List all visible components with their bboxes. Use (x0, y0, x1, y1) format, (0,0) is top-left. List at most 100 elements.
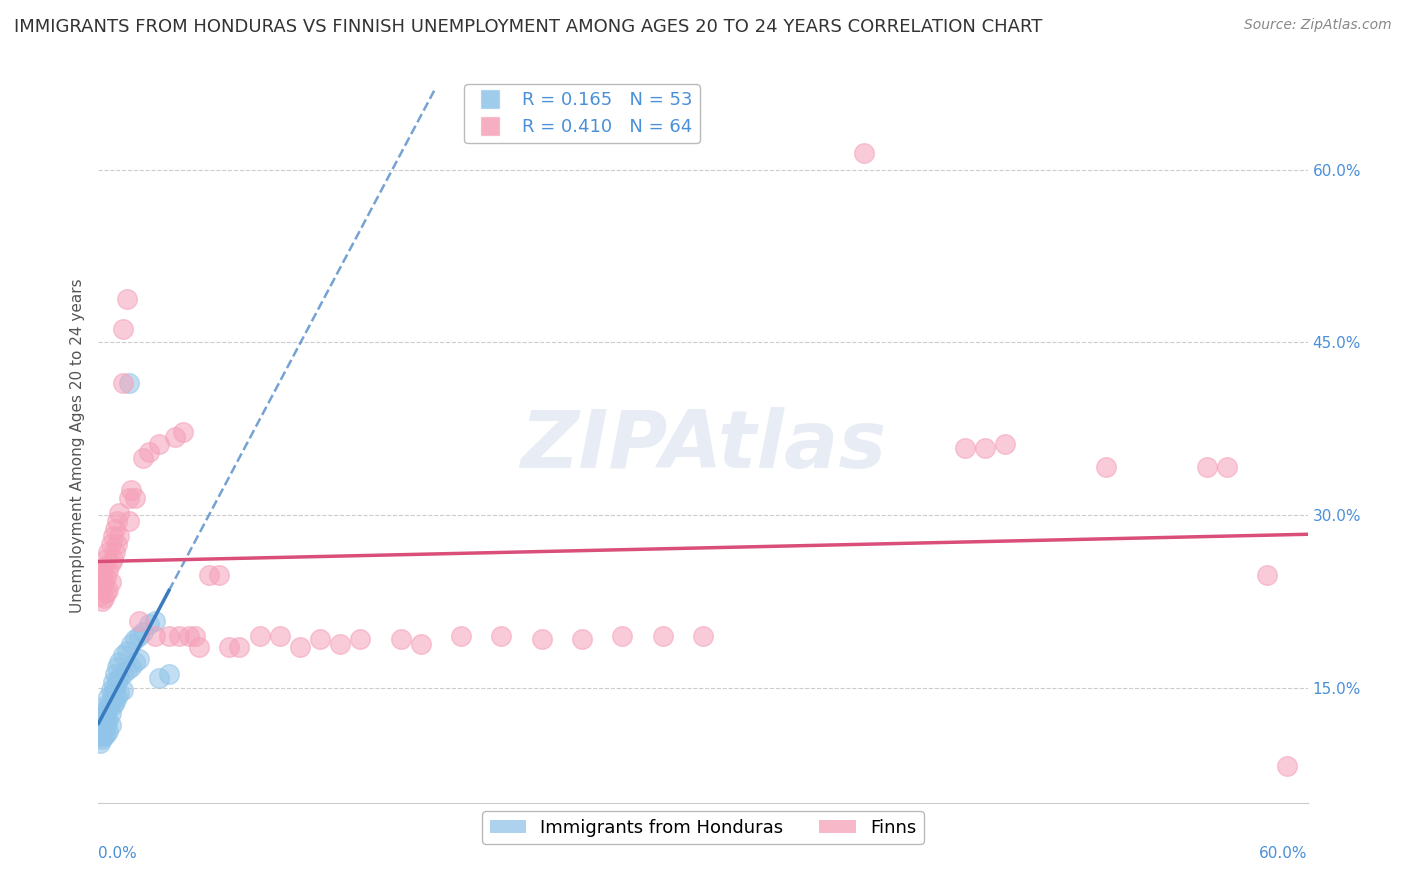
Finns (93, 591, 115, 605)
Immigrants from Honduras (93, 721, 115, 735)
Immigrants from Honduras (89, 724, 111, 739)
Finns (101, 551, 124, 566)
Finns (89, 577, 111, 591)
Finns (120, 483, 142, 497)
Immigrants from Honduras (100, 694, 122, 708)
Finns (184, 629, 207, 643)
Finns (994, 436, 1017, 450)
Finns (309, 632, 332, 647)
Finns (198, 568, 221, 582)
Finns (172, 425, 194, 440)
Immigrants from Honduras (89, 729, 111, 743)
Immigrants from Honduras (96, 717, 118, 731)
Immigrants from Honduras (93, 704, 115, 718)
Finns (93, 574, 115, 589)
Immigrants from Honduras (120, 660, 142, 674)
Immigrants from Honduras (128, 652, 150, 666)
Finns (111, 321, 134, 335)
Finns (692, 629, 714, 643)
Finns (97, 563, 120, 577)
Immigrants from Honduras (91, 717, 114, 731)
Finns (101, 529, 124, 543)
Finns (329, 637, 352, 651)
Immigrants from Honduras (96, 706, 118, 720)
Finns (100, 574, 122, 589)
Immigrants from Honduras (138, 617, 160, 632)
Finns (269, 629, 291, 643)
Finns (163, 430, 186, 444)
Immigrants from Honduras (120, 637, 142, 651)
Immigrants from Honduras (89, 736, 111, 750)
Finns (953, 442, 976, 456)
Immigrants from Honduras (91, 732, 114, 747)
Immigrants from Honduras (101, 698, 124, 712)
Legend: Immigrants from Honduras, Finns: Immigrants from Honduras, Finns (482, 812, 924, 844)
Immigrants from Honduras (103, 666, 125, 681)
Immigrants from Honduras (97, 724, 120, 739)
Finns (167, 629, 190, 643)
Finns (105, 537, 128, 551)
Finns (218, 640, 240, 655)
Finns (530, 632, 553, 647)
Finns (974, 442, 997, 456)
Finns (1095, 459, 1118, 474)
Finns (111, 376, 134, 390)
Finns (105, 514, 128, 528)
Immigrants from Honduras (89, 717, 111, 731)
Immigrants from Honduras (148, 672, 170, 686)
Immigrants from Honduras (91, 709, 114, 723)
Immigrants from Honduras (105, 690, 128, 704)
Finns (143, 629, 166, 643)
Finns (93, 559, 115, 574)
Immigrants from Honduras (118, 376, 141, 390)
Immigrants from Honduras (107, 656, 129, 670)
Immigrants from Honduras (157, 666, 180, 681)
Finns (208, 568, 231, 582)
Finns (409, 637, 432, 651)
Immigrants from Honduras (105, 675, 128, 690)
Immigrants from Honduras (93, 729, 115, 743)
Finns (118, 491, 141, 505)
Finns (118, 514, 141, 528)
Immigrants from Honduras (100, 683, 122, 698)
Text: 60.0%: 60.0% (1260, 846, 1308, 861)
Finns (103, 522, 125, 536)
Finns (89, 563, 111, 577)
Finns (249, 629, 271, 643)
Immigrants from Honduras (143, 614, 166, 628)
Immigrants from Honduras (103, 694, 125, 708)
Finns (491, 629, 513, 643)
Immigrants from Honduras (111, 666, 134, 681)
Y-axis label: Unemployment Among Ages 20 to 24 years: Unemployment Among Ages 20 to 24 years (69, 278, 84, 614)
Immigrants from Honduras (101, 686, 124, 700)
Text: 0.0%: 0.0% (98, 846, 138, 861)
Immigrants from Honduras (128, 629, 150, 643)
Finns (651, 629, 673, 643)
Finns (103, 545, 125, 559)
Finns (612, 629, 634, 643)
Finns (1216, 459, 1239, 474)
Finns (138, 444, 160, 458)
Immigrants from Honduras (107, 686, 129, 700)
Finns (450, 629, 472, 643)
Immigrants from Honduras (100, 706, 122, 720)
Finns (148, 436, 170, 450)
Immigrants from Honduras (111, 648, 134, 663)
Finns (288, 640, 311, 655)
Text: IMMIGRANTS FROM HONDURAS VS FINNISH UNEMPLOYMENT AMONG AGES 20 TO 24 YEARS CORRE: IMMIGRANTS FROM HONDURAS VS FINNISH UNEM… (14, 18, 1042, 36)
Finns (96, 586, 118, 600)
Finns (115, 292, 138, 306)
Finns (1195, 459, 1218, 474)
Immigrants from Honduras (124, 656, 146, 670)
Immigrants from Honduras (100, 717, 122, 731)
Finns (1277, 759, 1299, 773)
Finns (100, 557, 122, 571)
Immigrants from Honduras (115, 664, 138, 678)
Immigrants from Honduras (96, 727, 118, 741)
Finns (571, 632, 593, 647)
Immigrants from Honduras (107, 672, 129, 686)
Finns (128, 614, 150, 628)
Finns (132, 450, 155, 465)
Finns (96, 551, 118, 566)
Immigrants from Honduras (97, 701, 120, 715)
